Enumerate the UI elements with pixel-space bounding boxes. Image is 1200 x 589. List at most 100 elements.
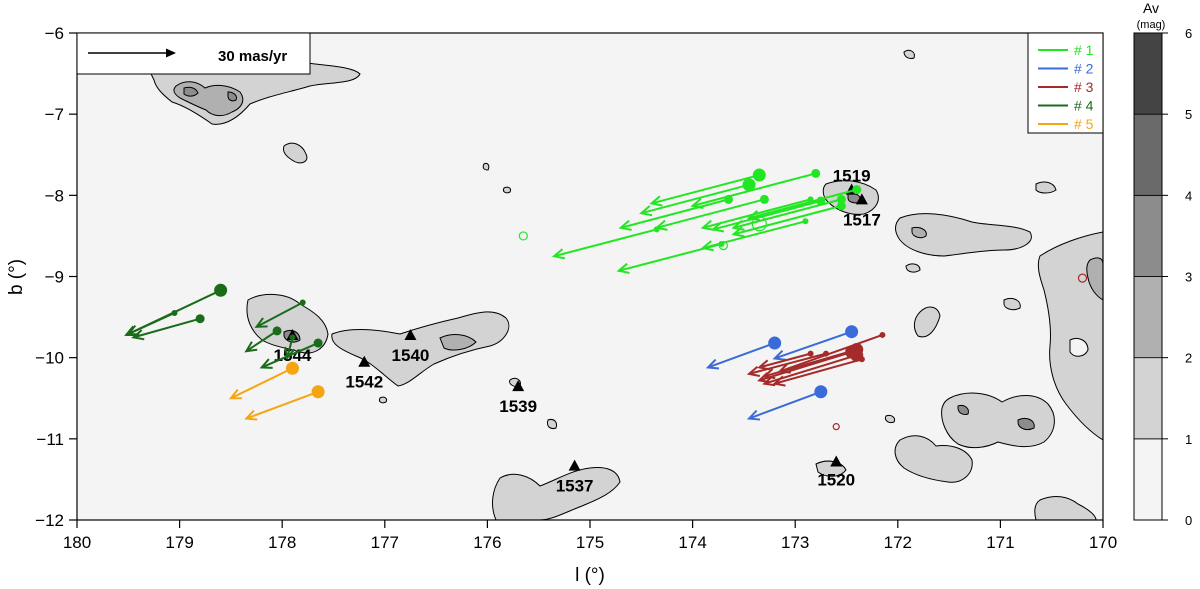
arrow-head <box>746 365 761 377</box>
open-star-marker <box>518 231 528 241</box>
colorbar-tick-label: 2 <box>1185 351 1192 366</box>
x-tick-label: 177 <box>371 533 399 552</box>
arrow-head <box>731 226 745 238</box>
cluster-label: 1542 <box>345 373 383 392</box>
x-tick-label: 179 <box>165 533 193 552</box>
y-tick-label: −11 <box>36 430 64 449</box>
open-star-marker <box>1077 273 1088 283</box>
star-marker <box>285 361 299 375</box>
cluster-label: 1520 <box>817 471 855 490</box>
extinction-contours <box>147 49 1103 520</box>
cloud-islet-d <box>1003 297 1021 311</box>
x-tick-label: 174 <box>678 533 706 552</box>
colorbar-tick-label: 4 <box>1185 188 1192 203</box>
proper-motion-arrow <box>553 228 657 258</box>
star-marker <box>807 196 814 203</box>
cluster-marker <box>512 380 525 392</box>
colorbar-title: Av <box>1143 0 1159 16</box>
cloud-1540-core <box>439 334 477 351</box>
cluster-marker <box>568 459 581 471</box>
cloud-islet-e <box>885 415 895 423</box>
arrow-head <box>618 219 632 231</box>
cloud-islet-j <box>482 163 490 171</box>
arrow-head <box>762 375 776 387</box>
proper-motion-arrow <box>692 172 816 207</box>
star-marker <box>752 168 766 182</box>
legend-label: # 1 <box>1074 42 1094 58</box>
proper-motion-arrow <box>620 198 729 229</box>
series-group-3 <box>746 273 1088 431</box>
cluster-label: 1517 <box>843 210 881 229</box>
legend-label: # 5 <box>1074 116 1094 132</box>
cloud-far-right <box>1037 231 1103 441</box>
x-tick-label: 170 <box>1089 533 1117 552</box>
y-tick-label: −7 <box>45 105 64 124</box>
legend: # 1 # 2 # 3 # 4 # 5 <box>1027 32 1104 134</box>
star-marker <box>313 338 323 348</box>
cluster-label: 1540 <box>392 346 430 365</box>
cluster-label: 1537 <box>556 477 594 496</box>
cloud-right-low-core <box>957 405 1035 431</box>
x-tick-label: 171 <box>986 533 1014 552</box>
cloud-far-right-core <box>1086 257 1103 301</box>
colorbar-tick-label: 6 <box>1185 26 1192 41</box>
colorbar-block <box>1133 276 1163 359</box>
arrow-head <box>690 197 704 209</box>
star-marker <box>814 385 828 399</box>
arrow-head <box>284 346 296 360</box>
star-marker <box>195 314 205 324</box>
arrow-head <box>639 205 653 217</box>
proper-motion-arrow <box>748 188 858 220</box>
proper-motion-arrow <box>127 312 175 336</box>
open-star-marker <box>832 423 840 431</box>
proper-motion-arrow <box>779 333 883 373</box>
y-tick-label: −8 <box>45 186 64 205</box>
star-marker <box>811 168 821 178</box>
cloud-islet-b <box>1035 181 1057 194</box>
cluster-label: 1519 <box>833 167 871 186</box>
star-marker <box>836 201 846 211</box>
cloud-islet-i <box>379 396 387 404</box>
star-marker <box>879 331 886 338</box>
cluster-label: 1539 <box>499 397 537 416</box>
cloud-islet-h <box>905 263 921 273</box>
y-tick-label: −12 <box>35 511 64 530</box>
arrow-head <box>616 262 630 274</box>
proper-motion-arrow <box>764 348 858 378</box>
y-tick-label: −9 <box>45 268 64 287</box>
proper-motion-arrow <box>758 351 852 382</box>
x-tick-label: 175 <box>576 533 604 552</box>
star-marker <box>816 196 826 206</box>
cluster-marker <box>830 455 843 467</box>
cloud-right-low <box>941 392 1055 449</box>
legend-label: # 3 <box>1074 79 1094 95</box>
x-tick-label: 178 <box>268 533 296 552</box>
cloud-islet-g <box>547 419 557 429</box>
arrow-head <box>772 349 786 361</box>
proper-motion-arrow <box>245 390 319 420</box>
star-marker <box>299 299 306 306</box>
y-tick-label: −10 <box>35 349 64 368</box>
cluster-marker <box>404 328 417 340</box>
cloud-1537 <box>492 467 621 520</box>
colorbar-tick-label: 3 <box>1185 270 1192 285</box>
star-marker <box>836 194 846 204</box>
cloud-islet-a <box>903 49 915 59</box>
arrow-head <box>705 358 720 370</box>
arrow-head <box>700 240 714 252</box>
scale-arrowhead <box>166 48 176 58</box>
proper-motion-arrow <box>286 337 294 358</box>
x-tick-label: 180 <box>63 533 91 552</box>
arrow-head <box>757 359 771 371</box>
cluster-marker <box>855 193 868 205</box>
star-marker <box>858 356 865 363</box>
star-marker <box>852 185 862 195</box>
arrow-head <box>254 317 268 328</box>
proper-motion-arrow <box>702 198 811 229</box>
cloud-far-right-hole <box>1069 337 1089 357</box>
star-marker <box>759 194 769 204</box>
proper-motion-arrow <box>712 200 822 231</box>
scale-box: 30 mas/yr <box>76 32 311 75</box>
